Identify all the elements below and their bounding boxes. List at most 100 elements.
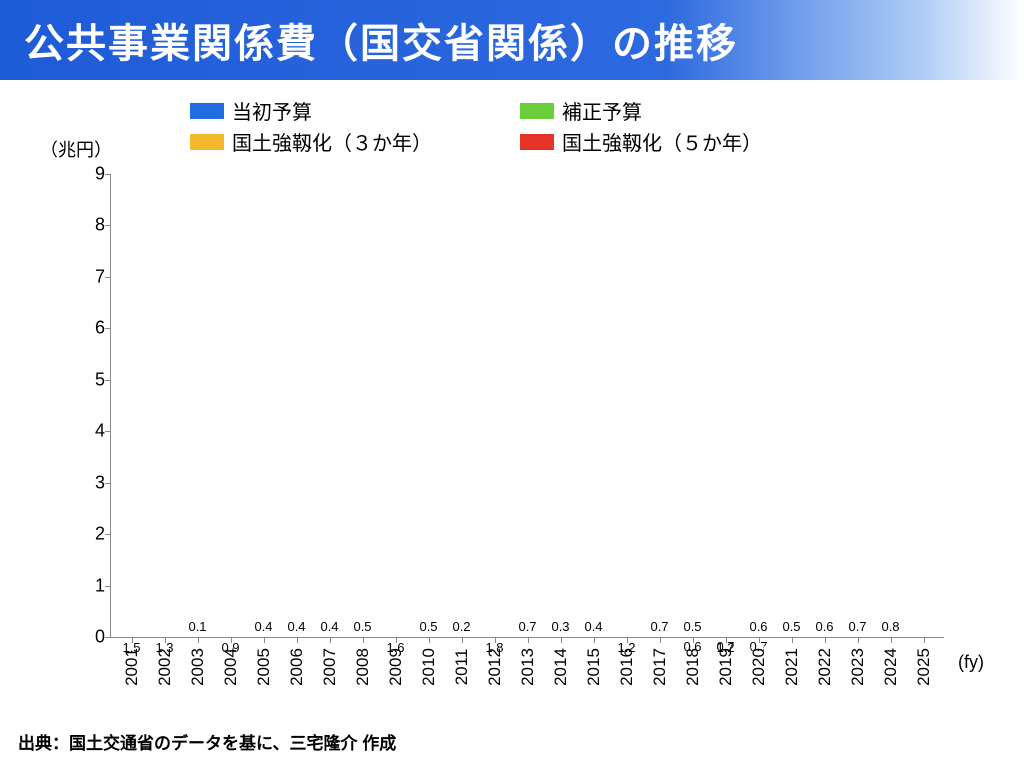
slide: { "title": "公共事業関係費（国交省関係）の推移", "y_axis_… [0, 0, 1024, 768]
legend-item: 国土強靱化（３か年） [190, 127, 520, 156]
x-tick-label: 2018 [683, 648, 703, 686]
x-tick-mark [132, 637, 133, 643]
x-tick-mark [726, 637, 727, 643]
y-tick-label: 4 [79, 421, 105, 442]
legend-swatch [520, 103, 554, 119]
bar-value-label: 0.4 [287, 619, 305, 634]
bar-value-label: 0.5 [782, 619, 800, 634]
bar-value-label: 0.5 [419, 619, 437, 634]
x-tick-label: 2011 [452, 649, 472, 686]
title-bar: 公共事業関係費（国交省関係）の推移 [0, 0, 1024, 80]
x-tick-mark [924, 637, 925, 643]
x-tick-label: 2006 [287, 648, 307, 686]
x-tick-mark [825, 637, 826, 643]
x-tick-label: 2007 [320, 648, 340, 686]
x-tick-label: 2005 [254, 648, 274, 686]
x-tick-label: 2001 [122, 648, 142, 686]
x-tick-mark [264, 637, 265, 643]
y-tick-label: 7 [79, 266, 105, 287]
x-tick-mark [363, 637, 364, 643]
bar-value-label: 0.7 [848, 619, 866, 634]
bar-value-label: 0.1 [188, 619, 206, 634]
x-tick-label: 2017 [650, 648, 670, 686]
x-tick-mark [396, 637, 397, 643]
y-tick-label: 8 [79, 215, 105, 236]
bar-value-label: 0.4 [584, 619, 602, 634]
x-tick-mark [165, 637, 166, 643]
bar-value-label: 0.7 [518, 619, 536, 634]
y-tick-mark [105, 431, 111, 432]
y-tick-mark [105, 225, 111, 226]
y-tick-label: 6 [79, 318, 105, 339]
y-tick-label: 3 [79, 472, 105, 493]
x-tick-mark [627, 637, 628, 643]
legend-label: 国土強靱化（５か年） [562, 127, 762, 156]
bar-value-label: 0.3 [551, 619, 569, 634]
x-tick-label: 2004 [221, 648, 241, 686]
x-tick-mark [660, 637, 661, 643]
x-tick-mark [792, 637, 793, 643]
x-tick-mark [693, 637, 694, 643]
x-tick-label: 2015 [584, 648, 604, 686]
x-tick-label: 2013 [518, 648, 538, 686]
x-tick-mark [495, 637, 496, 643]
x-tick-mark [330, 637, 331, 643]
x-tick-label: 2014 [551, 648, 571, 686]
chart-area: 当初予算 補正予算国土強靱化（３か年） 国土強靱化（５か年） （兆円） 7.31.5… [40, 96, 984, 708]
x-tick-mark [429, 637, 430, 643]
source-text: 出典：国土交通省のデータを基に、三宅隆介 作成 [18, 729, 396, 754]
x-tick-mark [561, 637, 562, 643]
bar-value-label: 0.4 [320, 619, 338, 634]
x-tick-mark [297, 637, 298, 643]
page-title: 公共事業関係費（国交省関係）の推移 [24, 11, 738, 69]
legend: 当初予算 補正予算国土強靱化（３か年） 国土強靱化（５か年） [190, 96, 850, 156]
legend-item: 補正予算 [520, 96, 850, 125]
legend-item: 当初予算 [190, 96, 520, 125]
legend-item: 国土強靱化（５か年） [520, 127, 850, 156]
x-tick-label: 2009 [386, 648, 406, 686]
x-tick-label: 2019 [716, 648, 736, 686]
x-tick-label: 2021 [782, 648, 802, 686]
x-tick-mark [462, 637, 463, 643]
bar-value-label: 0.6 [815, 619, 833, 634]
y-tick-mark [105, 637, 111, 638]
x-tick-label: 2012 [485, 648, 505, 686]
bar-value-label: 0.4 [254, 619, 272, 634]
x-tick-label: 2022 [815, 648, 835, 686]
x-axis-label: (fy) [958, 652, 984, 673]
x-tick-label: 2025 [914, 648, 934, 686]
x-tick-label: 2002 [155, 648, 175, 686]
x-tick-label: 2023 [848, 648, 868, 686]
y-axis-label: （兆円） [40, 136, 112, 162]
x-tick-mark [198, 637, 199, 643]
bar-value-label: 0.7 [650, 619, 668, 634]
x-tick-label: 2003 [188, 648, 208, 686]
legend-swatch [190, 103, 224, 119]
x-tick-mark [891, 637, 892, 643]
bar-value-label: 0.8 [881, 619, 899, 634]
x-tick-mark [528, 637, 529, 643]
legend-swatch [190, 134, 224, 150]
x-tick-mark [858, 637, 859, 643]
y-tick-label: 0 [79, 627, 105, 648]
y-tick-mark [105, 380, 111, 381]
y-tick-mark [105, 328, 111, 329]
x-tick-label: 2008 [353, 648, 373, 686]
plot-area: 7.31.520016.51.320026.30.120036.10.92004… [110, 174, 944, 638]
y-tick-mark [105, 534, 111, 535]
bar-value-label: 0.6 [749, 619, 767, 634]
x-tick-label: 2024 [881, 648, 901, 686]
legend-label: 当初予算 [232, 96, 312, 125]
y-tick-mark [105, 174, 111, 175]
x-tick-label: 2016 [617, 648, 637, 686]
bar-value-label: 0.5 [353, 619, 371, 634]
legend-swatch [520, 134, 554, 150]
y-tick-mark [105, 586, 111, 587]
legend-label: 補正予算 [562, 96, 642, 125]
y-tick-label: 2 [79, 524, 105, 545]
legend-label: 国土強靱化（３か年） [232, 127, 432, 156]
x-tick-mark [231, 637, 232, 643]
y-tick-label: 9 [79, 164, 105, 185]
x-tick-label: 2020 [749, 648, 769, 686]
x-tick-mark [594, 637, 595, 643]
